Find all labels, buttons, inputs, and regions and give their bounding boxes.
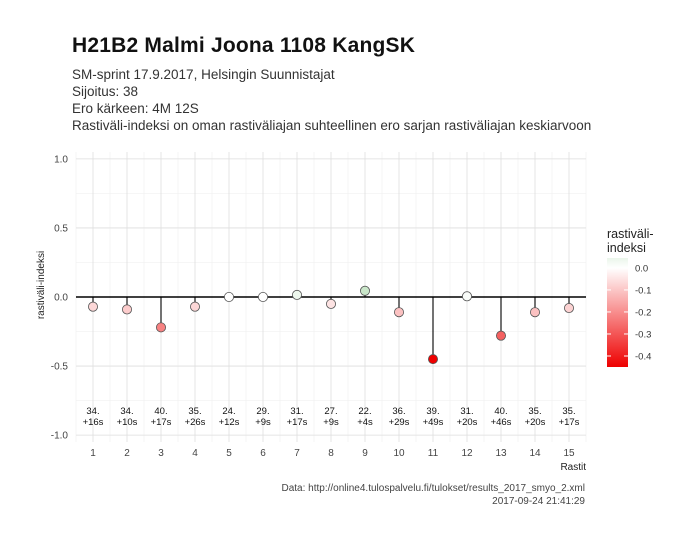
x-tick-label: 5 <box>226 448 232 459</box>
subtitle-gap: Ero kärkeen: 4M 12S <box>72 101 199 116</box>
legend-break-label: -0.1 <box>635 285 651 296</box>
time-diff-label: +12s <box>219 417 240 428</box>
rank-label: 27. <box>324 406 337 417</box>
y-tick-label: -0.5 <box>51 362 69 373</box>
data-point <box>393 307 404 318</box>
data-point <box>155 322 166 333</box>
timestamp: 2017-09-24 21:41:29 <box>492 496 585 507</box>
data-point <box>189 301 200 312</box>
data-point <box>564 303 575 314</box>
data-point <box>122 304 133 315</box>
time-diff-label: +4s <box>357 417 373 428</box>
time-diff-label: +10s <box>117 417 138 428</box>
data-point <box>88 301 99 312</box>
rank-label: 24. <box>222 406 235 417</box>
data-point <box>530 307 541 318</box>
rank-label: 34. <box>120 406 133 417</box>
point-labels: 34.+16s34.+10s40.+17s35.+26s24.+12s29.+9… <box>83 406 580 428</box>
x-tick-label: 10 <box>393 448 405 459</box>
data-point <box>257 291 268 302</box>
x-tick-label: 7 <box>294 448 300 459</box>
y-tick-label: 1.0 <box>54 154 68 165</box>
y-axis-title: rastiväli-indeksi <box>36 251 47 319</box>
time-diff-label: +17s <box>287 417 308 428</box>
x-tick-label: 11 <box>428 448 439 459</box>
rank-label: 31. <box>290 406 303 417</box>
rank-label: 29. <box>256 406 269 417</box>
data-point <box>359 285 370 296</box>
x-tick-label: 8 <box>328 448 334 459</box>
legend-title-line1: rastiväli- <box>607 227 654 241</box>
color-legend: rastiväli-indeksi 0.0 -0.1 -0.2 -0.3 -0.4 <box>607 227 654 367</box>
x-tick-label: 3 <box>158 448 164 459</box>
rank-label: 31. <box>460 406 473 417</box>
rank-label: 40. <box>154 406 167 417</box>
rank-label: 35. <box>562 406 575 417</box>
y-tick-label: -1.0 <box>51 431 69 442</box>
time-diff-label: +17s <box>559 417 580 428</box>
y-tick-label: 0.5 <box>54 223 68 234</box>
legend-break-label: -0.2 <box>635 307 651 318</box>
y-tick-label: 0.0 <box>54 293 68 304</box>
legend-break-label: 0.0 <box>635 263 648 274</box>
x-tick-label: 9 <box>362 448 368 459</box>
rank-label: 35. <box>188 406 201 417</box>
rank-label: 35. <box>528 406 541 417</box>
legend-title-line2: indeksi <box>607 241 646 255</box>
x-axis-title: Rastit <box>560 462 586 473</box>
rank-label: 36. <box>392 406 405 417</box>
time-diff-label: +17s <box>151 417 172 428</box>
x-tick-label: 12 <box>461 448 473 459</box>
x-tick-label: 6 <box>260 448 266 459</box>
x-tick-label: 4 <box>192 448 198 459</box>
x-tick-label: 15 <box>563 448 575 459</box>
data-point <box>325 298 336 309</box>
chart-title: H21B2 Malmi Joona 1108 KangSK <box>72 34 416 57</box>
rank-label: 40. <box>494 406 507 417</box>
data-point <box>291 289 302 300</box>
rank-label: 39. <box>426 406 439 417</box>
data-marks <box>88 285 575 365</box>
data-point <box>223 291 234 302</box>
legend-colorbar <box>607 258 628 367</box>
rank-label: 22. <box>358 406 371 417</box>
time-diff-label: +20s <box>525 417 546 428</box>
subtitle-description: Rastiväli-indeksi on oman rastiväliajan … <box>72 118 592 133</box>
time-diff-label: +20s <box>457 417 478 428</box>
data-point <box>461 291 472 302</box>
time-diff-label: +46s <box>491 417 512 428</box>
subtitle-rank: Sijoitus: 38 <box>72 84 139 99</box>
legend-break-label: -0.4 <box>635 351 651 362</box>
time-diff-label: +26s <box>185 417 206 428</box>
time-diff-label: +9s <box>323 417 339 428</box>
data-point <box>495 330 506 341</box>
legend-break-label: -0.3 <box>635 329 651 340</box>
x-tick-label: 1 <box>90 448 96 459</box>
time-diff-label: +29s <box>389 417 410 428</box>
x-tick-label: 13 <box>495 448 507 459</box>
time-diff-label: +49s <box>423 417 444 428</box>
x-tick-label: 2 <box>124 448 130 459</box>
subtitle-event: SM-sprint 17.9.2017, Helsingin Suunnista… <box>72 67 335 82</box>
time-diff-label: +9s <box>255 417 271 428</box>
data-point <box>427 354 438 365</box>
time-diff-label: +16s <box>83 417 104 428</box>
x-tick-label: 14 <box>529 448 541 459</box>
rank-label: 34. <box>86 406 99 417</box>
data-source: Data: http://online4.tulospalvelu.fi/tul… <box>281 483 585 494</box>
